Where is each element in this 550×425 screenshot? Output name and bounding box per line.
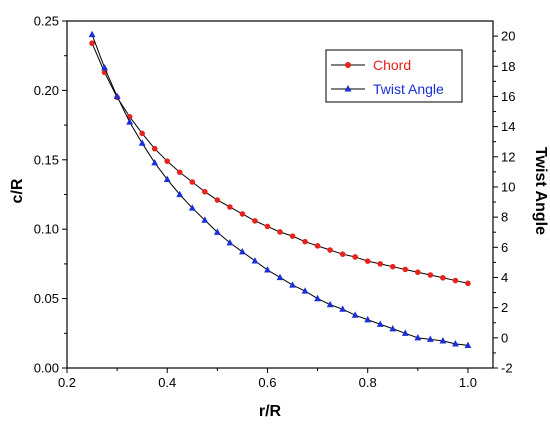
x-axis-title: r/R xyxy=(259,403,282,420)
legend-marker-chord xyxy=(345,62,351,68)
y-right-tick-label: 0 xyxy=(501,330,508,345)
data-point-twist-angle xyxy=(101,63,108,71)
data-point-chord xyxy=(427,272,434,278)
x-tick-label: 0.2 xyxy=(58,375,76,390)
data-point-twist-angle xyxy=(326,300,334,308)
data-point-chord xyxy=(252,218,258,224)
data-point-chord xyxy=(364,258,371,264)
data-point-twist-angle xyxy=(188,204,196,211)
data-point-chord xyxy=(239,211,246,217)
data-point-chord xyxy=(339,251,346,257)
y-left-tick-label: 0.10 xyxy=(34,222,59,237)
y-right-tick-label: 8 xyxy=(501,210,508,225)
y-right-tick-label: -2 xyxy=(501,361,513,376)
legend-label-chord: Chord xyxy=(373,57,411,73)
data-point-twist-angle xyxy=(138,139,146,146)
data-point-twist-angle xyxy=(452,340,459,347)
data-point-chord xyxy=(139,130,145,137)
y-axis-title-right: Twist Angle xyxy=(532,147,549,235)
x-tick-label: 1.0 xyxy=(459,375,477,390)
data-point-twist-angle xyxy=(414,334,422,341)
y-right-tick-label: 20 xyxy=(501,29,515,44)
y-right-tick-label: 6 xyxy=(501,240,508,255)
legend-box xyxy=(325,49,463,103)
data-point-chord xyxy=(289,233,296,239)
data-point-chord xyxy=(452,277,459,284)
data-point-twist-angle xyxy=(113,92,121,100)
y-right-tick-label: 10 xyxy=(501,179,515,194)
data-point-twist-angle xyxy=(126,118,134,125)
data-point-chord xyxy=(389,263,396,270)
data-point-chord xyxy=(415,269,421,276)
data-point-twist-angle xyxy=(176,190,184,198)
data-point-twist-angle xyxy=(276,273,284,281)
data-point-chord xyxy=(202,188,208,195)
y-left-tick-label: 0.20 xyxy=(34,83,59,98)
data-point-chord xyxy=(302,238,308,245)
data-point-chord xyxy=(465,280,471,287)
data-point-twist-angle xyxy=(226,238,234,246)
data-point-twist-angle xyxy=(351,311,359,318)
data-point-twist-angle xyxy=(301,287,309,294)
data-point-chord xyxy=(227,204,233,210)
data-point-chord xyxy=(377,261,384,267)
data-point-twist-angle xyxy=(251,257,259,264)
data-point-twist-angle xyxy=(314,294,321,302)
y-left-tick-label: 0.25 xyxy=(34,14,59,29)
data-point-chord xyxy=(89,40,95,47)
y-right-tick-label: 4 xyxy=(501,270,508,285)
y-right-tick-label: 12 xyxy=(501,149,515,164)
data-point-chord xyxy=(352,254,358,260)
y-right-tick-label: 16 xyxy=(501,89,515,104)
y-right-tick-label: 18 xyxy=(501,59,515,74)
series-layer xyxy=(88,30,472,348)
data-point-twist-angle xyxy=(213,228,221,235)
data-point-twist-angle xyxy=(401,329,409,336)
x-tick-label: 0.4 xyxy=(158,375,176,390)
data-point-twist-angle xyxy=(376,320,384,327)
legend: Chord Twist Angle xyxy=(325,49,463,103)
x-tick-label: 0.8 xyxy=(359,375,377,390)
data-point-chord xyxy=(164,158,171,164)
data-point-chord xyxy=(176,169,183,176)
y-left-tick-label: 0.05 xyxy=(34,291,59,306)
data-point-twist-angle xyxy=(339,305,347,312)
axes-layer: 0.2 0.4 0.6 0.8 1.0 0.00 0.05 0.10 0.15 0.20 0.25 -… xyxy=(34,14,516,391)
data-point-chord xyxy=(277,229,283,235)
data-point-twist-angle xyxy=(364,315,372,323)
data-point-chord xyxy=(189,179,196,185)
data-point-twist-angle xyxy=(201,216,209,223)
data-point-chord xyxy=(440,274,446,281)
data-point-twist-angle xyxy=(239,248,246,255)
data-point-twist-angle xyxy=(88,30,96,38)
legend-marker-twist xyxy=(344,85,352,92)
y-left-tick-label: 0.15 xyxy=(34,152,59,167)
data-point-twist-angle xyxy=(163,175,171,183)
data-point-twist-angle xyxy=(389,324,397,332)
data-point-twist-angle xyxy=(289,281,296,288)
data-point-twist-angle xyxy=(439,337,447,344)
y-axis-title-left: c/R xyxy=(9,178,26,203)
data-point-chord xyxy=(402,266,409,273)
data-point-twist-angle xyxy=(464,341,472,348)
legend-label-twist: Twist Angle xyxy=(373,81,444,97)
y-right-tick-label: 2 xyxy=(501,300,508,315)
x-tick-label: 0.6 xyxy=(258,375,276,390)
data-point-chord xyxy=(327,247,333,253)
y-right-tick-label: 14 xyxy=(501,119,515,134)
data-point-chord xyxy=(214,197,221,203)
data-point-twist-angle xyxy=(151,159,159,166)
data-point-chord xyxy=(314,243,321,249)
data-point-twist-angle xyxy=(426,335,434,342)
data-point-twist-angle xyxy=(264,266,271,273)
data-point-chord xyxy=(151,145,158,152)
data-point-chord xyxy=(264,223,271,230)
y-left-tick-label: 0.00 xyxy=(34,361,59,376)
